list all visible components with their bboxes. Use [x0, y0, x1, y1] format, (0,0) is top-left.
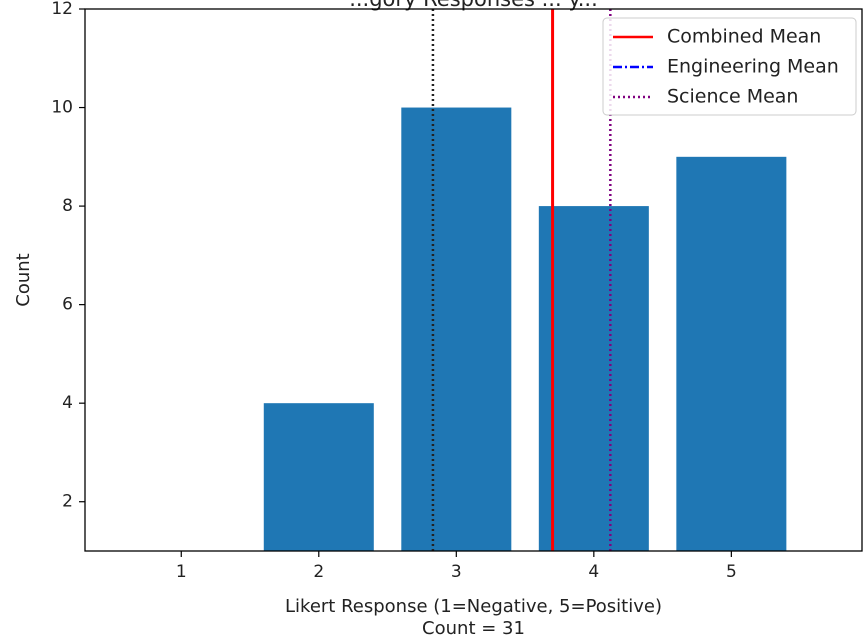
legend-label-combined-mean: Combined Mean [667, 26, 821, 48]
chart-title: ...gory Responses ... y... [349, 0, 598, 11]
y-tick-label-2: 2 [62, 492, 73, 512]
y-tick-label-8: 8 [62, 196, 73, 216]
y-tick-label-4: 4 [62, 393, 73, 413]
x-tick-label-2: 2 [313, 562, 324, 582]
bar-4 [538, 206, 649, 551]
x-tick-label-4: 4 [588, 562, 599, 582]
x-tick-label-5: 5 [726, 562, 737, 582]
y-tick-label-12: 12 [51, 0, 73, 19]
plot-frame [84, 8, 863, 552]
x-axis-label: Likert Response (1=Negative, 5=Positive) [285, 596, 662, 617]
legend-box [602, 17, 857, 116]
legend-label-engineering-mean: Engineering Mean [667, 56, 839, 78]
bar-5 [676, 156, 787, 551]
y-tick-label-10: 10 [51, 98, 73, 118]
y-axis-label: Count [13, 253, 34, 306]
legend-entries: Combined Mean Engineering Mean Science Mea… [613, 26, 839, 108]
x-axis-ticks: 1 2 3 4 5 [176, 551, 737, 582]
legend-label-science-mean: Science Mean [667, 86, 798, 108]
y-tick-label-6: 6 [62, 295, 73, 315]
y-axis-ticks: 2 4 6 8 10 12 [51, 0, 85, 512]
bars-layer [263, 107, 787, 551]
legend: Combined Mean Engineering Mean Science Mea… [602, 17, 857, 116]
x-tick-label-1: 1 [176, 562, 187, 582]
bar-3 [401, 107, 512, 551]
x-tick-label-3: 3 [451, 562, 462, 582]
bar-2 [263, 403, 374, 551]
count-subtitle: Count = 31 [422, 618, 525, 638]
